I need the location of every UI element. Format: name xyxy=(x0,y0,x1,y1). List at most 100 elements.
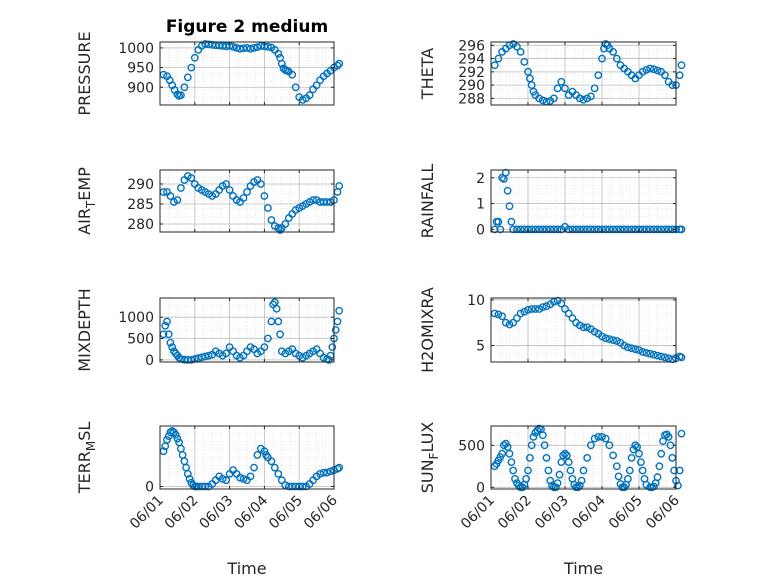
data-point xyxy=(627,453,636,462)
data-point xyxy=(253,451,262,459)
data-point xyxy=(579,323,588,332)
data-point xyxy=(657,352,666,361)
axis-ticks xyxy=(490,426,677,489)
data-point xyxy=(229,42,238,51)
data-point xyxy=(557,299,566,308)
data-point xyxy=(187,174,196,182)
data-point xyxy=(263,204,272,212)
data-point xyxy=(256,180,265,188)
minor-grid xyxy=(159,42,335,105)
data-point xyxy=(533,426,542,435)
x-axis-label: Time xyxy=(563,559,603,578)
x-tick-label: 06/03 xyxy=(532,493,572,533)
axis-ticks xyxy=(490,170,677,232)
y-axis-label: H2OMIXRA xyxy=(418,287,437,373)
data-point xyxy=(612,54,621,63)
y-tick-label: 0 xyxy=(145,479,154,495)
data-point xyxy=(250,463,258,472)
data-point xyxy=(670,466,678,475)
y-tick-label: 2 xyxy=(476,171,485,187)
data-point xyxy=(653,66,662,75)
data-point xyxy=(498,312,506,321)
data-point xyxy=(624,343,632,352)
data-point xyxy=(616,225,625,234)
y-tick-label: 1000 xyxy=(118,310,154,326)
data-point xyxy=(590,434,599,443)
data-point xyxy=(267,216,276,224)
data-point xyxy=(183,355,192,364)
data-point xyxy=(620,225,629,234)
data-point xyxy=(605,441,614,450)
data-point xyxy=(635,346,643,354)
data-point xyxy=(509,466,518,475)
data-point xyxy=(166,192,175,200)
y-label-subscript: T xyxy=(84,200,98,209)
data-point xyxy=(526,453,534,462)
subplot-4: 0 1 2 RAINFALL xyxy=(418,164,686,239)
y-axis-label: SUNFLUX xyxy=(418,422,441,494)
x-tick-label: 06/04 xyxy=(569,492,609,532)
subplot-5: 0 500 1000 MIXDEPTH xyxy=(75,288,344,372)
data-point xyxy=(657,225,666,234)
data-point xyxy=(501,318,510,327)
data-point xyxy=(646,225,654,234)
axis-ticks xyxy=(490,298,677,362)
data-point xyxy=(661,353,669,362)
y-tick-label: 950 xyxy=(127,61,154,77)
data-point xyxy=(503,443,512,451)
data-point xyxy=(553,479,562,487)
y-tick-label: 292 xyxy=(458,65,485,81)
data-point xyxy=(553,225,562,234)
data-point xyxy=(171,430,180,439)
data-point xyxy=(625,466,634,475)
data-point xyxy=(653,225,662,234)
data-point xyxy=(583,225,592,234)
data-point xyxy=(291,83,300,92)
axes-box xyxy=(159,297,335,363)
minor-grid xyxy=(490,42,677,105)
data-point xyxy=(260,343,269,351)
y-tick-label: 294 xyxy=(458,52,485,68)
y-axis-label: RAINFALL xyxy=(418,164,437,239)
data-point xyxy=(546,476,555,485)
axes-box xyxy=(490,169,677,233)
data-point xyxy=(260,192,269,200)
data-point xyxy=(535,225,543,234)
axes-box xyxy=(159,41,335,106)
y-tick-label: 290 xyxy=(458,78,485,94)
x-tick-label: 06/01 xyxy=(127,493,167,533)
data-point xyxy=(164,330,173,339)
data-point xyxy=(601,334,610,343)
x-tick-label: 06/02 xyxy=(162,493,202,533)
data-point xyxy=(661,71,669,80)
y-tick-label: 288 xyxy=(458,91,485,107)
y-tick-label: 280 xyxy=(127,217,154,233)
data-point xyxy=(498,449,506,458)
y-axis-label: THETA xyxy=(418,48,437,100)
data-point xyxy=(614,472,623,481)
data-point xyxy=(164,432,173,440)
data-point xyxy=(527,305,536,313)
data-point xyxy=(180,83,189,92)
data-point xyxy=(642,348,651,357)
data-point xyxy=(677,61,686,70)
data-point xyxy=(335,59,344,68)
data-point xyxy=(620,341,629,350)
y-tick-label: 900 xyxy=(127,80,154,96)
data-point xyxy=(590,225,599,234)
data-point xyxy=(316,469,324,478)
y-tick-label: 10 xyxy=(467,293,485,309)
data-point xyxy=(509,318,518,327)
subplot-3: 280 285 290 AIRTEMP xyxy=(75,167,344,235)
data-point xyxy=(524,225,532,234)
data-point xyxy=(494,217,503,226)
data-point xyxy=(601,434,610,443)
data-point xyxy=(520,58,529,66)
data-point xyxy=(524,466,532,475)
data-point xyxy=(190,53,199,62)
data-point xyxy=(507,217,516,226)
data-point xyxy=(653,351,662,360)
data-point xyxy=(246,44,255,53)
data-point xyxy=(194,354,203,363)
